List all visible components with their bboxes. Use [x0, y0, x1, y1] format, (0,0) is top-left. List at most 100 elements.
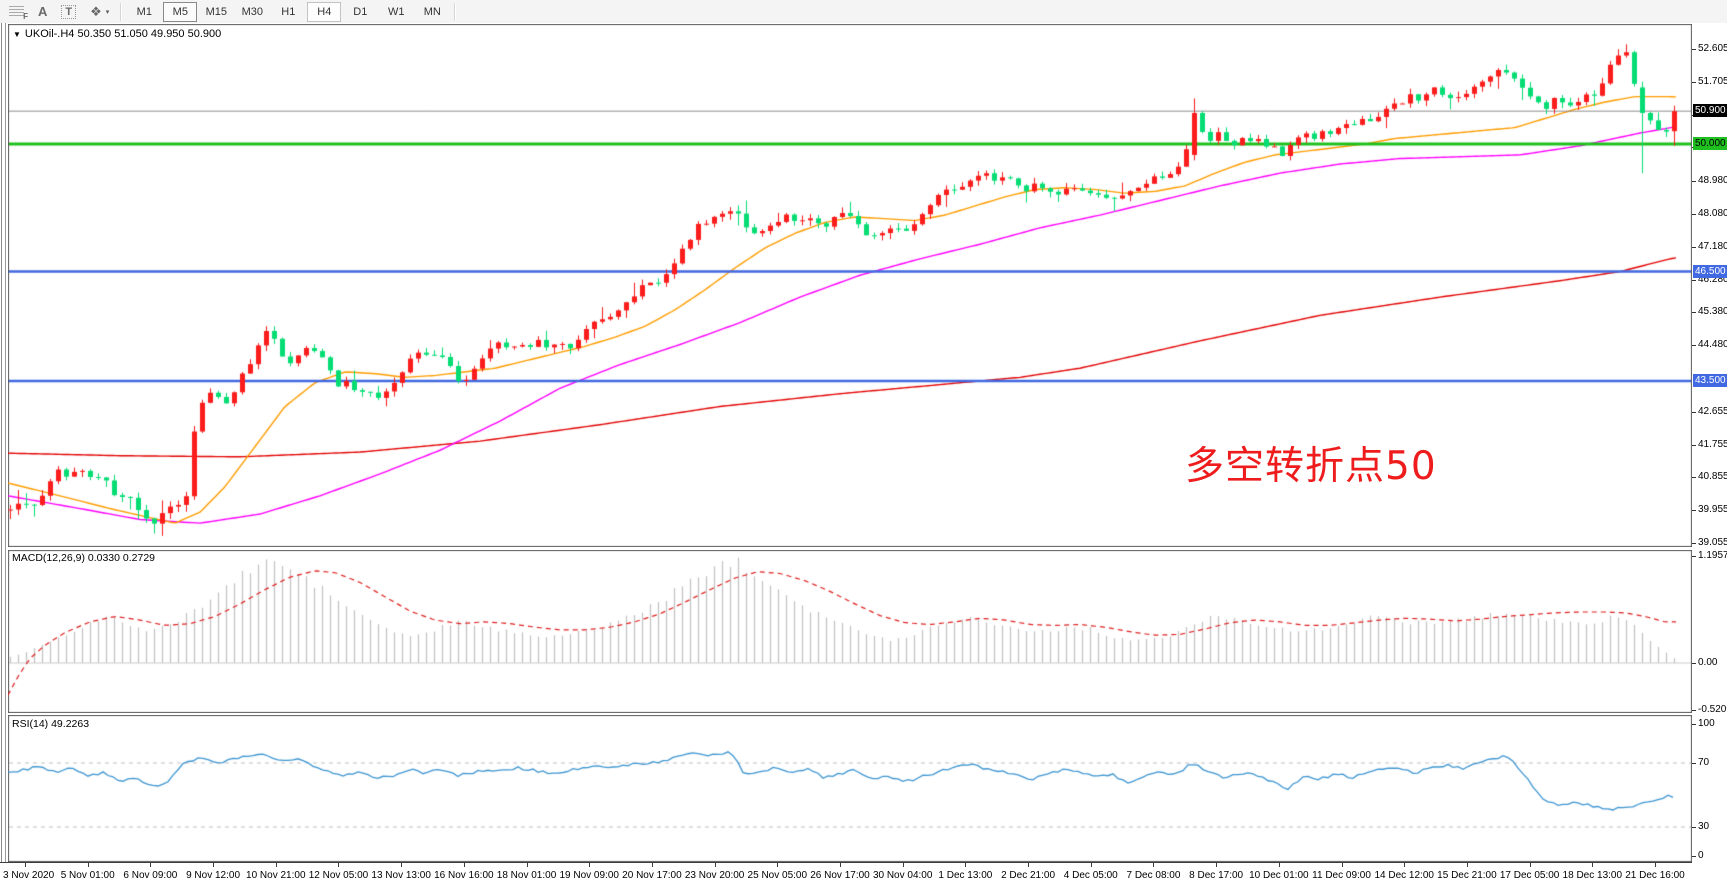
time-axis-tick [589, 863, 591, 867]
time-axis-tick [777, 863, 779, 867]
price-axis-label: 48.080 [1698, 207, 1727, 219]
time-axis-label: 19 Nov 09:00 [559, 870, 619, 881]
time-axis-label: 18 Dec 13:00 [1562, 870, 1623, 881]
time-axis-tick [1216, 863, 1218, 867]
macd-panel-canvas[interactable] [8, 550, 1692, 713]
time-axis-tick [1529, 863, 1531, 867]
time-axis-label: 7 Dec 08:00 [1126, 870, 1181, 881]
timeframe-button-m1[interactable]: M1 [136, 5, 152, 18]
price-axis-tick [1692, 663, 1696, 664]
time-axis-tick [87, 863, 89, 867]
time-axis-tick [338, 863, 340, 867]
time-axis-label: 23 Nov 20:00 [684, 870, 745, 881]
time-axis-tick [1466, 863, 1468, 867]
time-axis-tick [1153, 863, 1155, 867]
price-axis-tick [1692, 543, 1696, 545]
price-axis-label: 39.955 [1698, 504, 1727, 516]
price-axis-label: 51.705 [1698, 75, 1727, 87]
price-axis[interactable]: 52.60551.70550.80549.90548.98048.08047.1… [1692, 23, 1727, 892]
price-axis-label: 46.280 [1698, 273, 1727, 285]
timeframe-button-d1[interactable]: D1 [353, 5, 368, 18]
time-axis-tick [150, 863, 152, 867]
price-axis-label: -0.5209 [1698, 703, 1727, 715]
timeframe-button-group: M1 M5 M15 M30 H1 H4 D1 W1 MN [126, 1, 450, 22]
timeframe-button-m30[interactable]: M30 [241, 5, 263, 18]
price-axis-label: 70 [1698, 757, 1710, 768]
grid-f-letter: F [23, 11, 28, 21]
price-axis-label: 47.180 [1698, 240, 1727, 252]
chart-dropdown-icon[interactable]: ▼ [13, 30, 21, 39]
time-axis[interactable]: 3 Nov 2020 5 Nov 01:00 6 Nov 09:00 9 Nov 12… [0, 862, 1692, 893]
text-label-icon[interactable]: T [54, 2, 83, 22]
time-axis-label: 3 Nov 2020 [3, 870, 55, 881]
time-axis-tick [463, 863, 465, 867]
timeframe-button-w1[interactable]: W1 [388, 5, 405, 18]
price-axis-label: 40.855 [1698, 471, 1727, 483]
time-axis-label: 4 Dec 05:00 [1063, 870, 1118, 881]
time-axis-tick [902, 863, 904, 867]
time-axis-label: 11 Dec 09:00 [1312, 870, 1371, 881]
time-axis-label: 14 Dec 12:00 [1374, 870, 1434, 881]
text-a-icon[interactable]: A [31, 2, 54, 22]
toolbar-separator [454, 2, 457, 21]
price-axis-label: 100 [1698, 718, 1715, 729]
dropdown-caret-icon[interactable]: ▾ [105, 8, 110, 16]
price-axis-label: 39.055 [1698, 537, 1727, 549]
macd-label: MACD(12,26,9) 0.0330 0.2729 [12, 552, 156, 564]
timeframe-button-h4[interactable]: H4 [307, 1, 342, 22]
price-axis-tick [1692, 763, 1696, 764]
symbol-timeframe: UKOil-.H4 [24, 28, 75, 40]
time-axis-tick [1404, 863, 1406, 867]
time-axis-label: 8 Dec 17:00 [1189, 870, 1244, 881]
price-axis-tick [1692, 181, 1696, 183]
time-axis-tick [840, 863, 841, 867]
price-axis-label: 52.605 [1698, 43, 1727, 54]
price-axis-tick [1692, 213, 1696, 215]
chart-text-annotation[interactable]: 多空转折点50 [1185, 444, 1437, 489]
price-axis-label: 44.480 [1698, 339, 1727, 351]
time-axis-label: 16 Nov 16:00 [434, 870, 494, 881]
shapes-icon[interactable]: ❖ ▾ [83, 2, 116, 22]
price-axis-tick [1692, 279, 1696, 281]
timeframe-button-h1[interactable]: H1 [281, 5, 296, 18]
price-line-label: 43.500 [1693, 373, 1727, 387]
rsi-panel-canvas[interactable] [8, 715, 1692, 862]
timeframe-button-mn[interactable]: MN [423, 5, 441, 18]
window-left-border [0, 23, 8, 892]
price-axis-tick [1692, 81, 1696, 83]
price-axis-tick [1692, 411, 1696, 413]
time-axis-tick [401, 863, 403, 867]
timeframe-button-m15[interactable]: M15 [205, 5, 227, 18]
time-axis-label: 10 Dec 01:00 [1249, 870, 1309, 881]
price-axis-tick [1692, 477, 1696, 479]
time-axis-label: 13 Nov 13:00 [371, 870, 431, 881]
price-axis-tick [1692, 345, 1696, 347]
price-axis-label: 42.655 [1698, 405, 1727, 417]
time-axis-tick [965, 863, 967, 867]
price-axis-label: 48.980 [1698, 175, 1727, 187]
time-axis-label: 2 Dec 21:00 [1001, 870, 1056, 881]
main-chart-canvas[interactable] [8, 24, 1692, 547]
time-axis-label: 18 Nov 01:00 [496, 870, 557, 881]
time-axis-tick [213, 863, 215, 867]
price-axis-tick [1692, 246, 1696, 248]
grid-f-icon[interactable]: F [2, 2, 31, 22]
price-axis-label: 1.1957 [1698, 549, 1727, 561]
price-axis-tick [1692, 510, 1696, 512]
timeframe-button-m5[interactable]: M5 [163, 1, 198, 22]
time-axis-label: 25 Nov 05:00 [747, 870, 808, 881]
price-line-label: 46.500 [1693, 264, 1727, 278]
time-axis-label: 9 Nov 12:00 [186, 870, 241, 881]
time-axis-label: 20 Nov 17:00 [622, 870, 682, 881]
price-axis-tick [1692, 827, 1696, 828]
price-axis-label: 30 [1698, 821, 1710, 832]
time-axis-label: 6 Nov 09:00 [123, 870, 178, 881]
time-axis-tick [1028, 863, 1030, 867]
price-axis-label: 41.755 [1698, 438, 1727, 450]
t-letter: T [61, 4, 77, 19]
chart-title: ▼ UKOil-.H4 50.350 51.050 49.950 50.900 [13, 28, 221, 40]
price-axis-tick [1692, 724, 1696, 725]
price-axis-label: 0.00 [1698, 657, 1718, 668]
time-axis-label: 15 Dec 21:00 [1437, 870, 1497, 881]
